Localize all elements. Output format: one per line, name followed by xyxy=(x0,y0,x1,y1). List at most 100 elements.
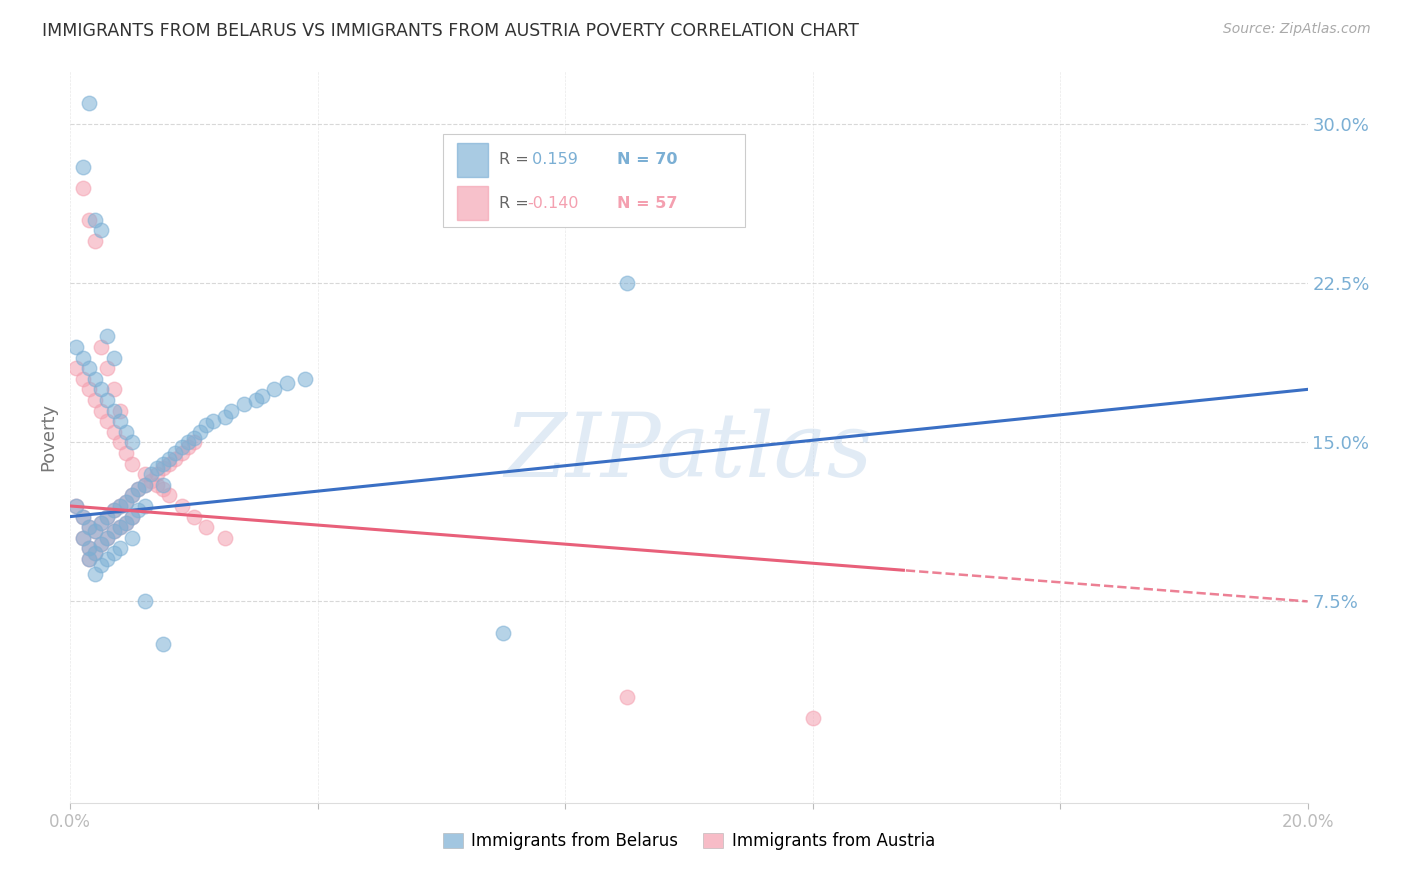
Point xyxy=(77,212,100,227)
Point xyxy=(90,558,112,573)
Point xyxy=(84,566,107,581)
Text: N = 57: N = 57 xyxy=(617,196,678,211)
Point xyxy=(616,277,638,291)
Point xyxy=(103,524,125,539)
Point xyxy=(170,499,193,513)
Point xyxy=(108,499,131,513)
Point xyxy=(108,520,131,534)
Point xyxy=(134,477,156,491)
Point xyxy=(84,546,107,560)
Point xyxy=(214,531,236,545)
Point xyxy=(139,474,162,488)
Point xyxy=(96,329,118,343)
Point xyxy=(84,234,107,248)
Point xyxy=(103,503,125,517)
Point xyxy=(72,160,94,174)
Point xyxy=(84,524,107,539)
Point xyxy=(115,425,138,439)
Point xyxy=(214,409,236,424)
Point xyxy=(127,503,149,517)
Point xyxy=(103,351,125,365)
Point xyxy=(77,541,100,556)
Point xyxy=(77,552,100,566)
Point xyxy=(188,425,211,439)
Point xyxy=(77,520,100,534)
Point xyxy=(121,457,143,471)
Point xyxy=(616,690,638,704)
Point xyxy=(492,626,515,640)
Point xyxy=(65,499,87,513)
Point xyxy=(96,392,118,407)
Point xyxy=(103,403,125,417)
Point xyxy=(77,361,100,376)
Point xyxy=(77,96,100,111)
Point xyxy=(121,488,143,502)
Point xyxy=(77,520,100,534)
Point xyxy=(183,435,205,450)
Point xyxy=(96,552,118,566)
Point xyxy=(121,509,143,524)
Point xyxy=(90,403,112,417)
Point xyxy=(152,637,174,651)
Point xyxy=(157,457,180,471)
Point xyxy=(250,389,273,403)
Point xyxy=(90,516,112,530)
Point xyxy=(127,482,149,496)
Y-axis label: Poverty: Poverty xyxy=(39,403,58,471)
Point xyxy=(801,711,824,725)
Point xyxy=(294,372,316,386)
Point xyxy=(72,351,94,365)
Point xyxy=(84,372,107,386)
Point xyxy=(77,541,100,556)
Point xyxy=(96,509,118,524)
Text: -0.140: -0.140 xyxy=(527,196,579,211)
Text: IMMIGRANTS FROM BELARUS VS IMMIGRANTS FROM AUSTRIA POVERTY CORRELATION CHART: IMMIGRANTS FROM BELARUS VS IMMIGRANTS FR… xyxy=(42,22,859,40)
Point xyxy=(245,392,267,407)
Point xyxy=(65,499,87,513)
Point xyxy=(157,488,180,502)
Point xyxy=(96,531,118,545)
Point xyxy=(90,340,112,354)
Point xyxy=(134,477,156,491)
Point xyxy=(195,520,218,534)
Point xyxy=(103,425,125,439)
Point xyxy=(84,546,107,560)
Point xyxy=(134,467,156,482)
Point xyxy=(72,509,94,524)
Point xyxy=(201,414,224,428)
Point xyxy=(139,467,162,482)
Point xyxy=(72,181,94,195)
Point xyxy=(134,594,156,608)
Point xyxy=(177,435,200,450)
Point xyxy=(146,467,169,482)
Point xyxy=(263,383,285,397)
Point xyxy=(96,509,118,524)
Text: R =: R = xyxy=(499,196,529,211)
Point xyxy=(170,440,193,454)
Point xyxy=(72,531,94,545)
Point xyxy=(103,524,125,539)
Point xyxy=(121,531,143,545)
Point xyxy=(157,452,180,467)
Point xyxy=(90,223,112,237)
Point xyxy=(77,552,100,566)
Point xyxy=(96,361,118,376)
Point xyxy=(195,418,218,433)
Point xyxy=(121,509,143,524)
Point xyxy=(84,212,107,227)
Point xyxy=(103,546,125,560)
Point xyxy=(146,477,169,491)
Point xyxy=(108,414,131,428)
Point xyxy=(146,460,169,475)
Point xyxy=(152,460,174,475)
Point xyxy=(177,440,200,454)
Point xyxy=(232,397,254,411)
Point xyxy=(77,383,100,397)
Point xyxy=(72,509,94,524)
Text: Source: ZipAtlas.com: Source: ZipAtlas.com xyxy=(1223,22,1371,37)
Point xyxy=(183,431,205,445)
Point xyxy=(115,446,138,460)
Point xyxy=(96,531,118,545)
Point xyxy=(165,452,187,467)
Text: R =: R = xyxy=(499,153,529,167)
